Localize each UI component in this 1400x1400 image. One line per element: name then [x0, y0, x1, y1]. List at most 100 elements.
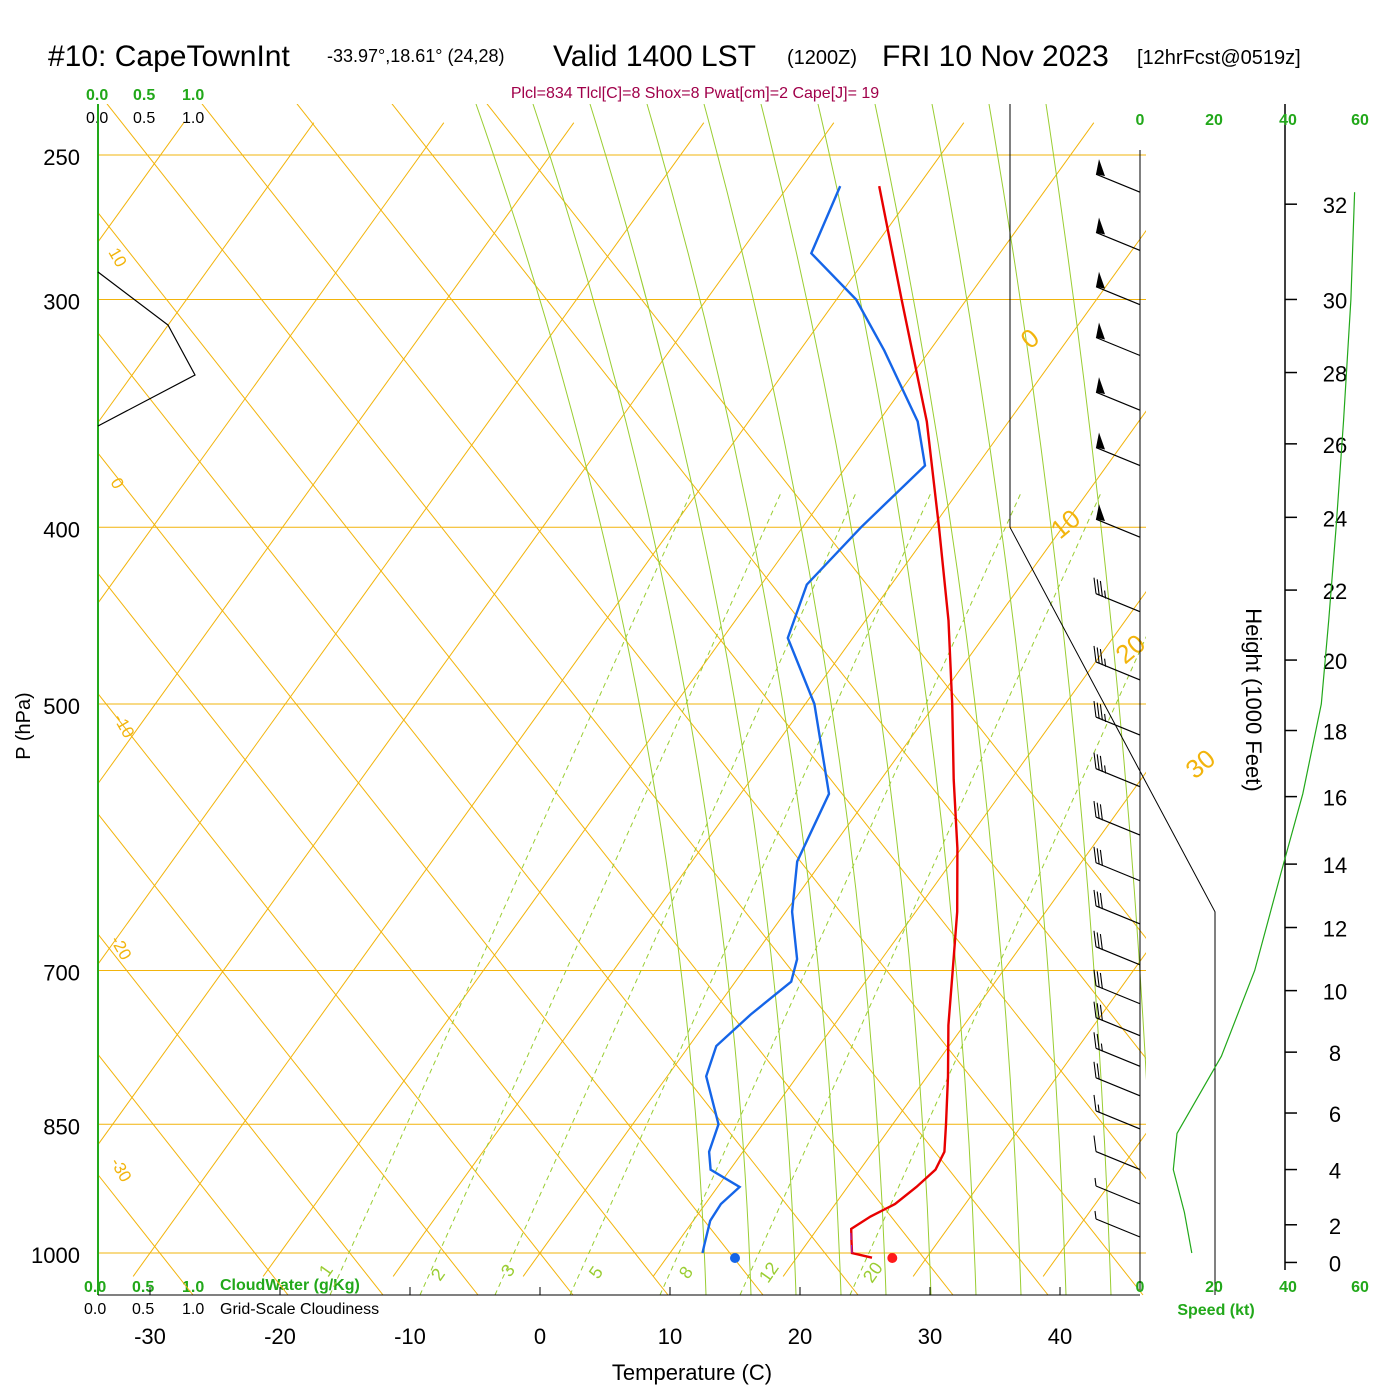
mixing-ratio-line [569, 492, 932, 1296]
isotherm-label: 0 [1015, 322, 1045, 354]
wind-barb-icon [1093, 577, 1141, 613]
barb-feather [1096, 702, 1100, 719]
wind-barb-icon [1093, 1135, 1141, 1171]
wind-barb-icon [1093, 701, 1141, 736]
mixing-ratio-label: 12 [755, 1258, 783, 1286]
barb-half-feather [1094, 1210, 1097, 1220]
barb-staff [1095, 593, 1141, 613]
surface-temp-marker [887, 1253, 898, 1263]
isotherm-label: 0 [107, 475, 128, 493]
barb-staff [1095, 286, 1141, 306]
barb-feather [1093, 889, 1097, 906]
barb-feather [1096, 1063, 1100, 1080]
barb-feather [1096, 802, 1100, 819]
speed-tick-label-bottom: 60 [1351, 1279, 1369, 1296]
mixing-ratio-line [419, 492, 782, 1296]
barb-pennant [1096, 159, 1105, 177]
wind-barb-icon [1095, 217, 1141, 252]
barb-pennant [1096, 504, 1105, 522]
barb-staff [1095, 518, 1141, 538]
barb-feather [1093, 577, 1097, 594]
wind-barb-icon [1093, 1094, 1141, 1130]
speed-tick-label-top: 40 [1279, 112, 1297, 129]
barb-feather [1093, 1061, 1097, 1078]
barb-feather [1096, 1003, 1100, 1020]
height-tick-label: 22 [1323, 579, 1347, 604]
barb-staff [1095, 1218, 1141, 1238]
surface-dew-marker [730, 1253, 740, 1263]
wind-barb-icon [1095, 159, 1141, 193]
height-tick-label: 4 [1329, 1159, 1341, 1184]
height-tick-label: 2 [1329, 1214, 1341, 1239]
wind-speed-profile [1172, 192, 1356, 1254]
barb-staff [1095, 816, 1141, 836]
barb-staff [1095, 661, 1141, 681]
isotherm-line [1173, 123, 1400, 1277]
barb-staff [1095, 1047, 1141, 1067]
wind-barb-icon [1093, 801, 1141, 836]
plot-boundary [1009, 104, 1216, 1295]
temperature-line [849, 185, 959, 1259]
barb-staff [1095, 336, 1141, 357]
height-tick-label: 0 [1329, 1251, 1341, 1276]
pressure-tick-label: 1000 [31, 1243, 80, 1268]
valid-time: Valid 1400 LST [553, 40, 756, 73]
dry-adiabat-line [486, 104, 1146, 939]
barb-staff [1095, 985, 1141, 1005]
height-tick-label: 32 [1323, 193, 1347, 218]
barb-feather [1099, 849, 1103, 867]
mixing-ratio-line [494, 492, 857, 1296]
moist-adiabat-line [874, 104, 1022, 1296]
barb-feather [1099, 804, 1103, 821]
stability-indices: Plcl=834 Tlcl[C]=8 Shox=8 Pwat[cm]=2 Cap… [511, 85, 879, 102]
background-grid [98, 104, 1400, 1296]
height-tick-label: 8 [1329, 1041, 1341, 1066]
x-tick-label: 20 [788, 1324, 812, 1349]
station-coords: -33.97°,18.61° (24,28) [327, 46, 505, 66]
dewpoint-line [701, 185, 927, 1254]
wind-column [1093, 150, 1356, 1290]
y-axis-title: P (hPa) [13, 692, 35, 759]
dry-adiabat-line [98, 332, 859, 1296]
barb-feather [1093, 1094, 1097, 1111]
barb-staff [1095, 446, 1141, 467]
barb-half-feather [1104, 658, 1107, 667]
dry-adiabat-line [98, 933, 384, 1296]
barb-feather [1096, 1033, 1100, 1050]
mixing-ratio-label: 5 [585, 1263, 607, 1283]
isotherm-label: -20 [107, 933, 136, 964]
barb-feather [1093, 701, 1097, 718]
x-tick-label: -30 [134, 1324, 166, 1349]
cloudiness-bottom-05: 0.5 [132, 1301, 154, 1318]
speed-tick-label-top: 20 [1205, 112, 1223, 129]
moist-adiabat-line [703, 104, 887, 1296]
isotherm-line [98, 122, 705, 965]
wind-barb-icon [1093, 1061, 1141, 1097]
mixing-ratio-label: 8 [675, 1263, 697, 1283]
x-tick-label: 40 [1048, 1324, 1072, 1349]
cloud-water-label: CloudWater (g/Kg) [220, 1277, 360, 1294]
barb-staff [1095, 231, 1141, 252]
isotherm-line [652, 591, 1146, 1277]
speed-tick-label-bottom: 40 [1279, 1279, 1297, 1296]
wind-barb-icon [1093, 1001, 1141, 1037]
barb-feather [1096, 647, 1100, 664]
barb-feather [1099, 893, 1103, 910]
isotherm-line [262, 122, 1095, 1277]
moist-adiabat-line [817, 104, 977, 1296]
dry-adiabat-line [98, 813, 479, 1296]
mixing-ratio-line [329, 492, 692, 1296]
dry-adiabat-line [296, 104, 1146, 1180]
isotherm-line [782, 771, 1146, 1277]
height-tick-label: 18 [1323, 720, 1347, 745]
dry-adiabat-line [201, 104, 1144, 1296]
cloud-water-top-1: 1.0 [182, 87, 204, 104]
barb-feather [1096, 754, 1100, 771]
wind-barb-icon [1093, 645, 1141, 681]
barb-feather [1099, 704, 1103, 721]
x-tick-label: -20 [264, 1324, 296, 1349]
isotherm-label: 10 [1045, 503, 1086, 545]
wind-barb-icon [1093, 752, 1141, 788]
station-title: #10: CapeTownInt [48, 40, 290, 73]
